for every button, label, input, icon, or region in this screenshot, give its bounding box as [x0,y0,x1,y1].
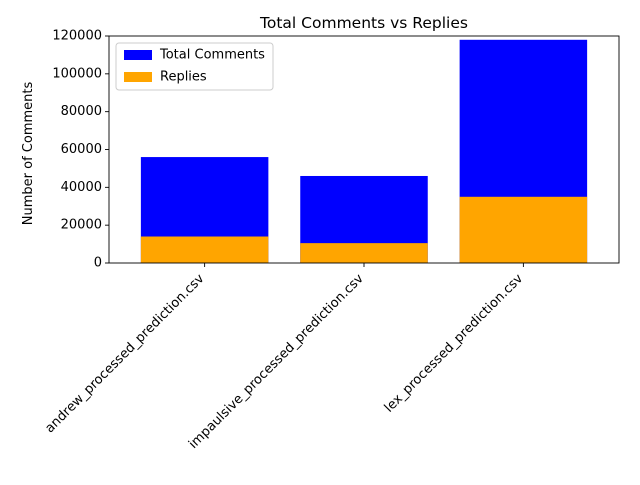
bar-replies [300,243,428,263]
y-tick-label: 120000 [52,29,102,44]
legend-label: Replies [160,70,207,85]
legend-swatch [124,50,152,60]
chart-title: Total Comments vs Replies [259,14,468,32]
y-tick-label: 0 [94,256,102,271]
legend-label: Total Comments [159,48,265,63]
x-tick-label: impaulsive_processed_prediction.csv [186,271,367,452]
legend-swatch [124,72,152,82]
bar-replies [140,236,269,263]
y-tick-label: 20000 [61,218,102,233]
bar-replies [459,196,588,263]
y-tick-label: 100000 [52,66,102,81]
y-tick-label: 80000 [61,104,102,119]
x-tick-label: lex_processed_prediction.csv [382,271,527,416]
legend: Total Comments Replies [115,42,274,91]
legend-frame [115,42,274,91]
x-tick-label: andrew_processed_prediction.csv [42,271,207,436]
bars-layer [140,39,588,264]
y-tick-label: 60000 [61,142,102,157]
y-tick-label: 40000 [61,180,102,195]
y-axis-title: Number of Comments [21,82,36,226]
